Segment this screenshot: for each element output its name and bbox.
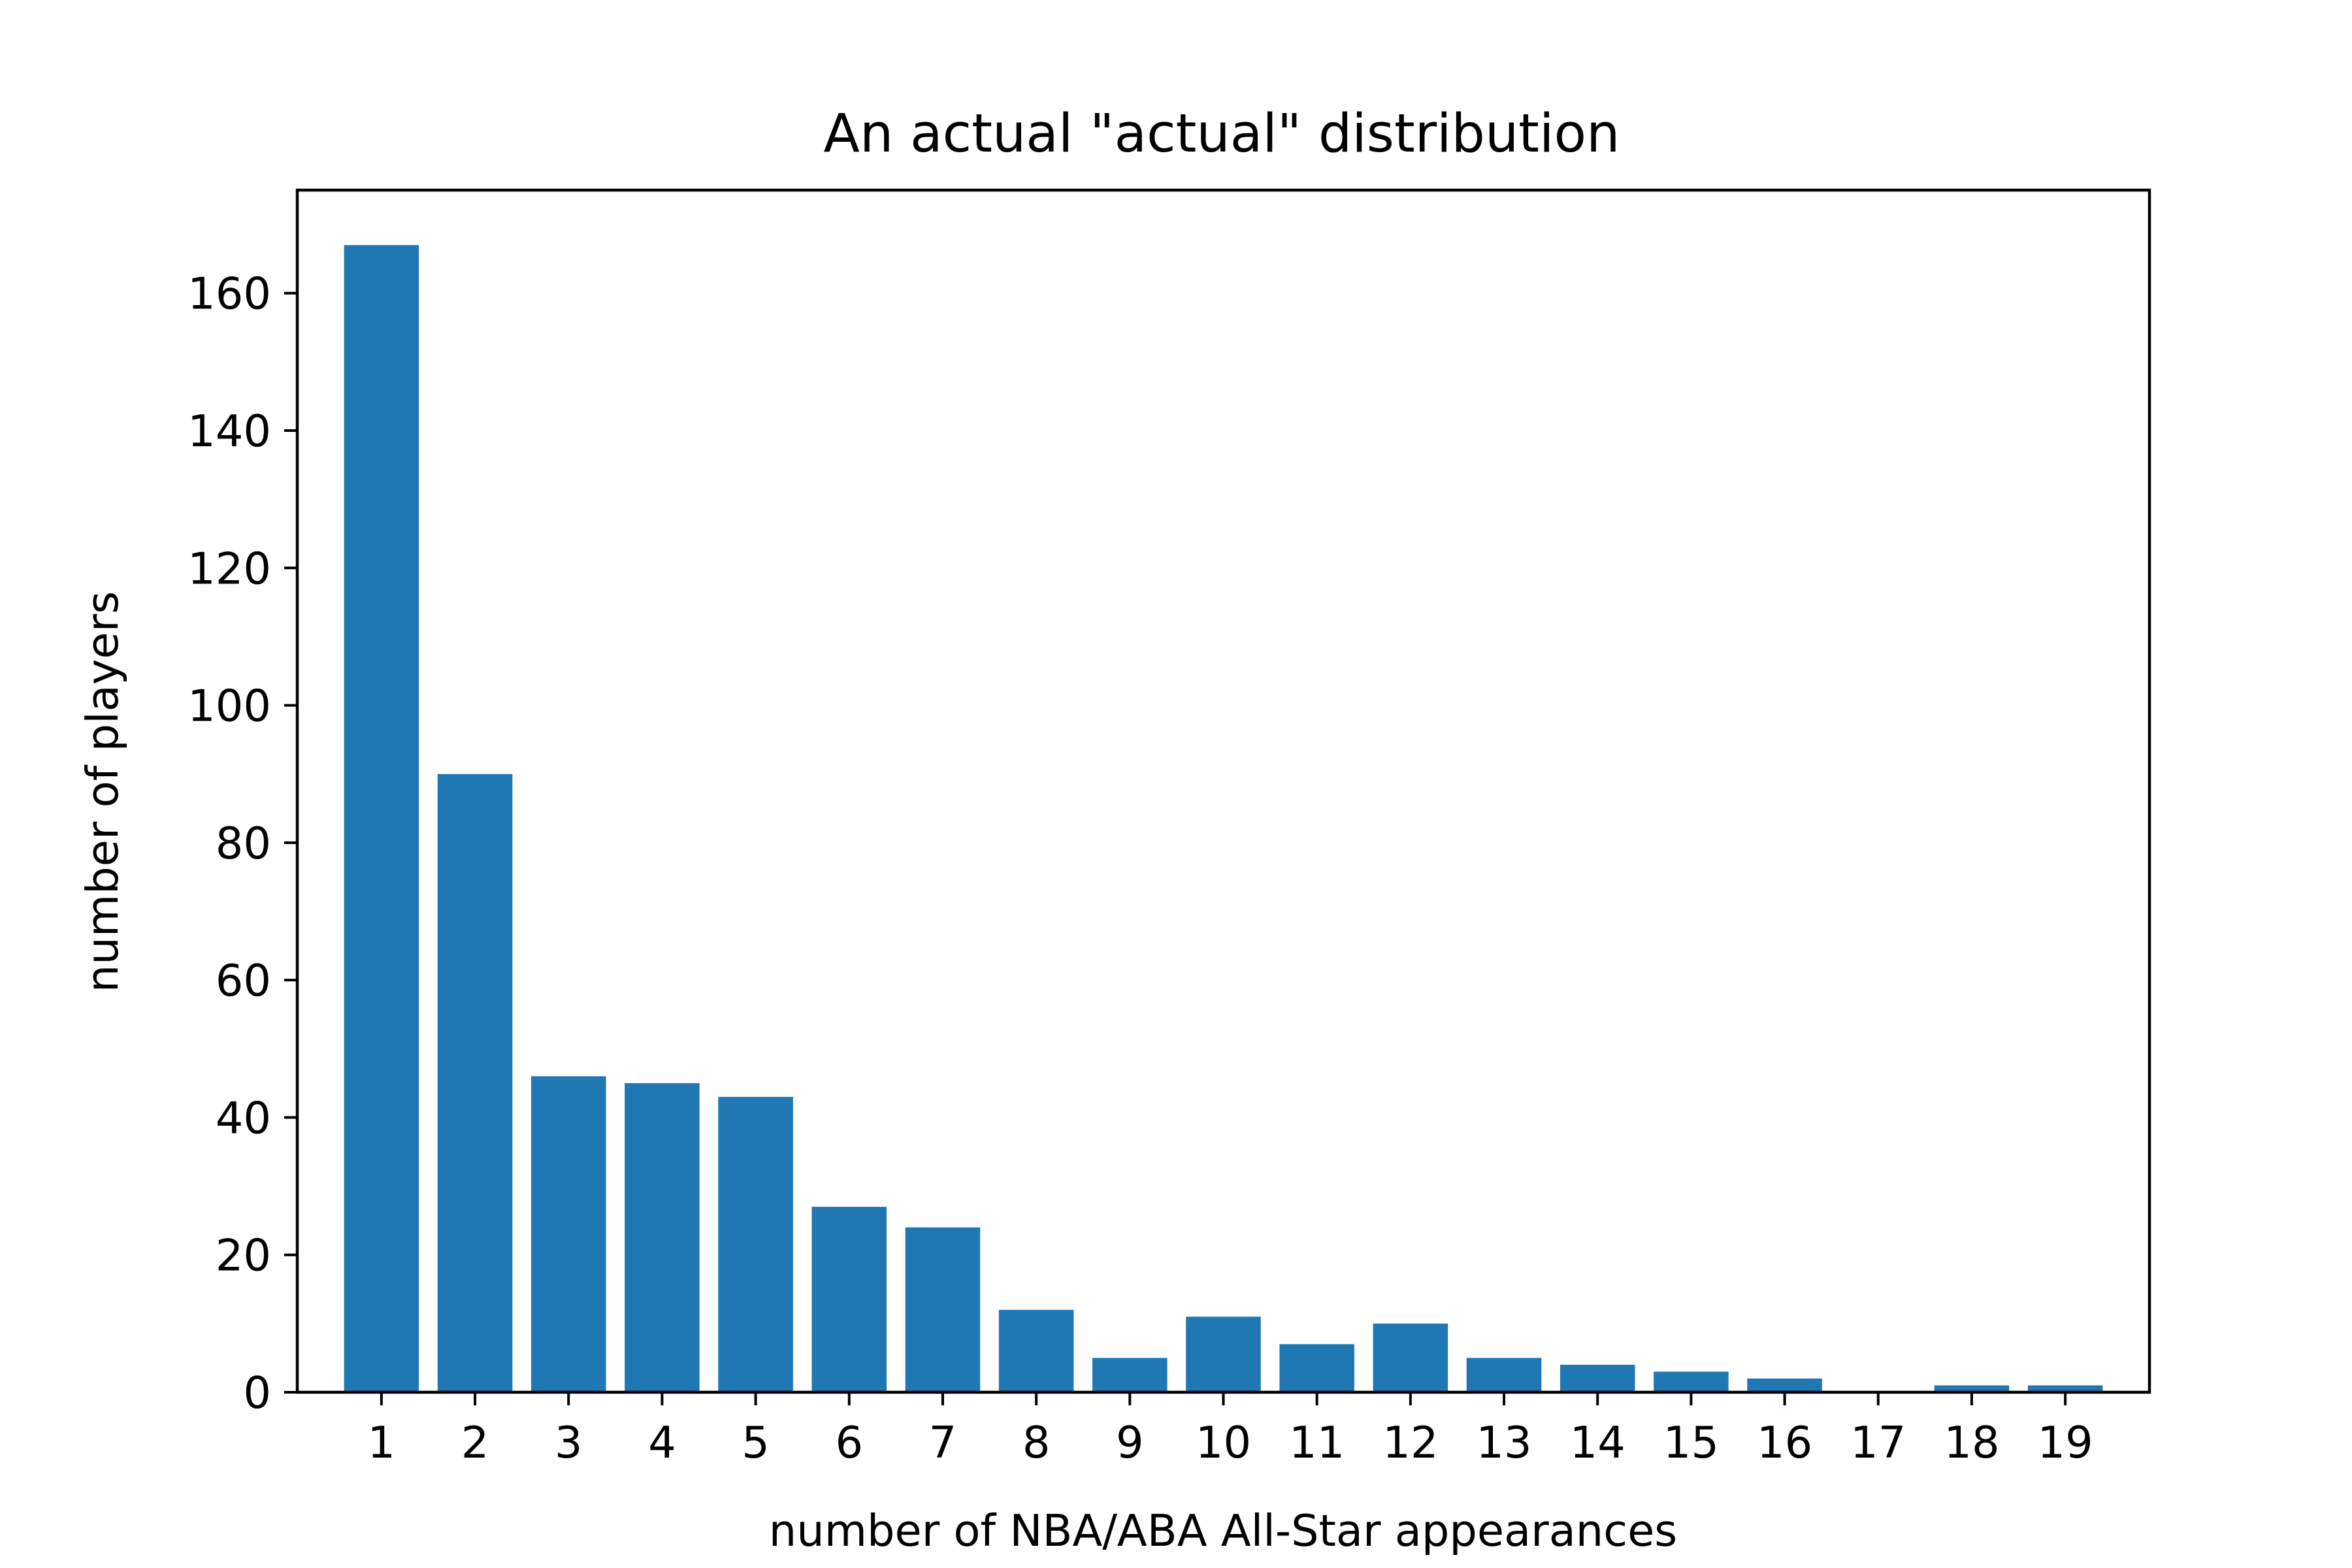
bar-8 xyxy=(998,1309,1074,1392)
chart-title: An actual "actual" distribution xyxy=(824,103,1620,165)
x-tick-label-18: 18 xyxy=(1944,1417,1999,1468)
y-axis: 0 20 40 60 80 100 120 140 160 xyxy=(188,269,297,1418)
bar-13 xyxy=(1466,1358,1542,1392)
x-tick-label-6: 6 xyxy=(835,1417,863,1468)
bar-2 xyxy=(437,774,513,1392)
bar-7 xyxy=(905,1227,981,1392)
bar-14 xyxy=(1560,1364,1635,1392)
bars-group xyxy=(344,245,2103,1393)
x-tick-label-10: 10 xyxy=(1196,1417,1251,1468)
y-tick-label-40: 40 xyxy=(216,1092,271,1143)
x-tick-label-8: 8 xyxy=(1022,1417,1051,1468)
x-tick-label-13: 13 xyxy=(1476,1417,1531,1468)
bar-4 xyxy=(625,1083,700,1392)
y-tick-label-60: 60 xyxy=(216,955,271,1006)
bar-5 xyxy=(718,1096,793,1392)
bar-18 xyxy=(1934,1385,2010,1392)
y-tick-label-0: 0 xyxy=(243,1367,271,1418)
x-tick-label-3: 3 xyxy=(555,1417,583,1468)
x-tick-label-14: 14 xyxy=(1570,1417,1625,1468)
bar-16 xyxy=(1747,1378,1822,1392)
y-tick-label-140: 140 xyxy=(188,406,271,457)
x-tick-label-7: 7 xyxy=(929,1417,957,1468)
x-tick-label-17: 17 xyxy=(1850,1417,1906,1468)
x-tick-label-2: 2 xyxy=(461,1417,489,1468)
bar-11 xyxy=(1279,1344,1354,1392)
bar-15 xyxy=(1654,1371,1729,1392)
x-axis: 1 2 3 4 5 6 7 8 9 10 11 12 13 14 15 16 17 18 19 xyxy=(368,1392,2093,1468)
y-tick-label-20: 20 xyxy=(216,1230,271,1281)
y-axis-label: number of players xyxy=(77,591,128,992)
y-tick-label-80: 80 xyxy=(216,818,271,869)
x-tick-label-5: 5 xyxy=(742,1417,770,1468)
bar-6 xyxy=(811,1207,887,1392)
x-tick-label-4: 4 xyxy=(648,1417,676,1468)
bar-19 xyxy=(2027,1385,2103,1392)
x-tick-label-9: 9 xyxy=(1116,1417,1144,1468)
y-tick-label-120: 120 xyxy=(188,543,271,594)
x-tick-label-1: 1 xyxy=(368,1417,396,1468)
x-tick-label-15: 15 xyxy=(1663,1417,1719,1468)
bar-10 xyxy=(1186,1316,1261,1392)
x-tick-label-19: 19 xyxy=(2038,1417,2093,1468)
x-axis-label: number of NBA/ABA All-Star appearances xyxy=(769,1505,1677,1556)
x-tick-label-16: 16 xyxy=(1757,1417,1812,1468)
y-tick-label-160: 160 xyxy=(188,269,271,319)
x-tick-label-12: 12 xyxy=(1382,1417,1438,1468)
bar-1 xyxy=(344,245,419,1393)
y-tick-label-100: 100 xyxy=(188,681,271,732)
bar-9 xyxy=(1092,1358,1168,1392)
x-tick-label-11: 11 xyxy=(1289,1417,1345,1468)
bar-3 xyxy=(531,1076,606,1392)
bar-12 xyxy=(1373,1323,1448,1392)
